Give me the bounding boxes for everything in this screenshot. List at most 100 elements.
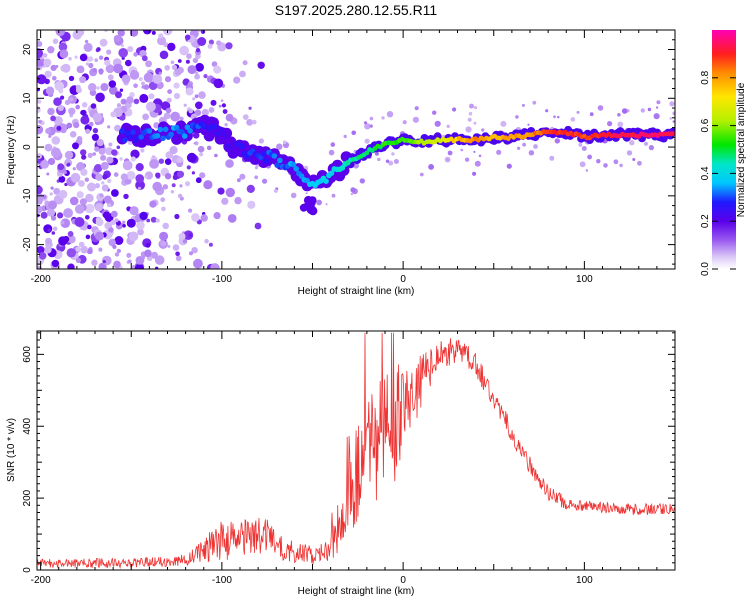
noise-blob (199, 152, 204, 157)
noise-blob (500, 120, 507, 127)
noise-blob (108, 86, 118, 95)
noise-blob (139, 93, 149, 103)
ridge-point (225, 143, 231, 150)
noise-blob (56, 125, 62, 131)
ridge-blob (308, 206, 318, 216)
noise-blob (204, 238, 209, 244)
noise-blob (162, 184, 169, 190)
noise-blob (225, 187, 235, 198)
noise-blob (85, 62, 89, 66)
ridge-point (274, 162, 281, 168)
noise-blob (130, 149, 140, 159)
noise-blob (140, 148, 145, 153)
noise-blob (585, 169, 589, 172)
noise-blob (188, 251, 194, 256)
noise-blob (629, 140, 635, 146)
noise-blob (47, 157, 56, 166)
noise-blob (145, 60, 153, 68)
noise-blob (92, 127, 99, 134)
ridge-point (290, 161, 297, 168)
noise-blob (276, 143, 283, 150)
noise-blob (316, 199, 322, 206)
noise-blob (607, 121, 613, 127)
noise-blob (61, 63, 71, 73)
noise-blob (78, 180, 85, 187)
noise-blob (102, 260, 106, 264)
noise-blob (167, 42, 176, 52)
noise-blob (37, 153, 42, 160)
noise-blob (152, 181, 162, 192)
noise-blob (123, 193, 129, 200)
noise-blob (116, 248, 121, 254)
noise-blob (50, 115, 56, 122)
noise-blob (101, 184, 109, 192)
noise-blob (167, 89, 173, 94)
noise-blob (90, 103, 97, 109)
noise-blob (191, 247, 198, 254)
noise-blob (159, 50, 169, 60)
noise-blob (37, 99, 42, 104)
noise-blob (176, 170, 185, 178)
noise-blob (119, 157, 123, 161)
noise-blob (672, 111, 675, 116)
noise-blob (48, 134, 52, 138)
noise-blob (52, 226, 58, 231)
noise-blob (152, 74, 163, 84)
snr-y-tick-label: 600 (22, 346, 33, 363)
noise-blob (164, 65, 170, 71)
noise-blob (47, 228, 51, 232)
noise-blob (184, 34, 191, 41)
noise-blob (52, 38, 59, 45)
noise-blob (220, 99, 224, 102)
noise-blob (69, 196, 79, 206)
noise-blob (419, 172, 424, 177)
noise-blob (37, 185, 43, 195)
noise-blob (194, 94, 199, 99)
noise-blob (175, 255, 182, 262)
noise-blob (528, 150, 535, 156)
noise-blob (165, 107, 172, 114)
noise-blob (162, 222, 169, 230)
noise-blob (73, 122, 80, 129)
noise-blob (164, 76, 172, 83)
colorbar-gradient (712, 30, 736, 269)
noise-blob (177, 59, 182, 63)
noise-blob (179, 116, 184, 121)
noise-blob (364, 123, 371, 130)
noise-blob (647, 107, 652, 112)
noise-blob (122, 224, 126, 228)
noise-blob (343, 134, 347, 139)
noise-blob (133, 83, 138, 88)
noise-blob (87, 182, 96, 192)
noise-blob (257, 61, 265, 69)
noise-blob (45, 86, 55, 95)
noise-blob (44, 78, 50, 85)
noise-blob (174, 68, 182, 76)
noise-blob (88, 62, 94, 69)
noise-blob (254, 222, 262, 230)
noise-blob (101, 181, 105, 185)
noise-blob (224, 123, 228, 127)
noise-blob (515, 115, 519, 119)
noise-blob (45, 128, 52, 134)
ridge-point (214, 131, 221, 137)
noise-blob (207, 43, 213, 49)
noise-blob (176, 157, 183, 163)
noise-blob (613, 159, 619, 165)
ridge-point (168, 131, 174, 138)
spectrogram-x-tick-label: -100 (212, 274, 232, 285)
noise-blob (656, 100, 661, 105)
noise-blob (579, 161, 586, 168)
colorbar-axes: 0.0 0.2 0.4 0.6 0.8 (700, 70, 736, 276)
noise-blob (122, 160, 133, 171)
ridge-point (328, 170, 335, 176)
noise-blob (474, 160, 481, 167)
noise-blob (99, 193, 104, 198)
noise-blob (155, 218, 160, 223)
noise-blob (67, 231, 74, 237)
noise-blob (188, 208, 193, 213)
noise-blob (522, 142, 526, 147)
noise-blob (192, 97, 196, 101)
noise-blob (60, 220, 65, 225)
